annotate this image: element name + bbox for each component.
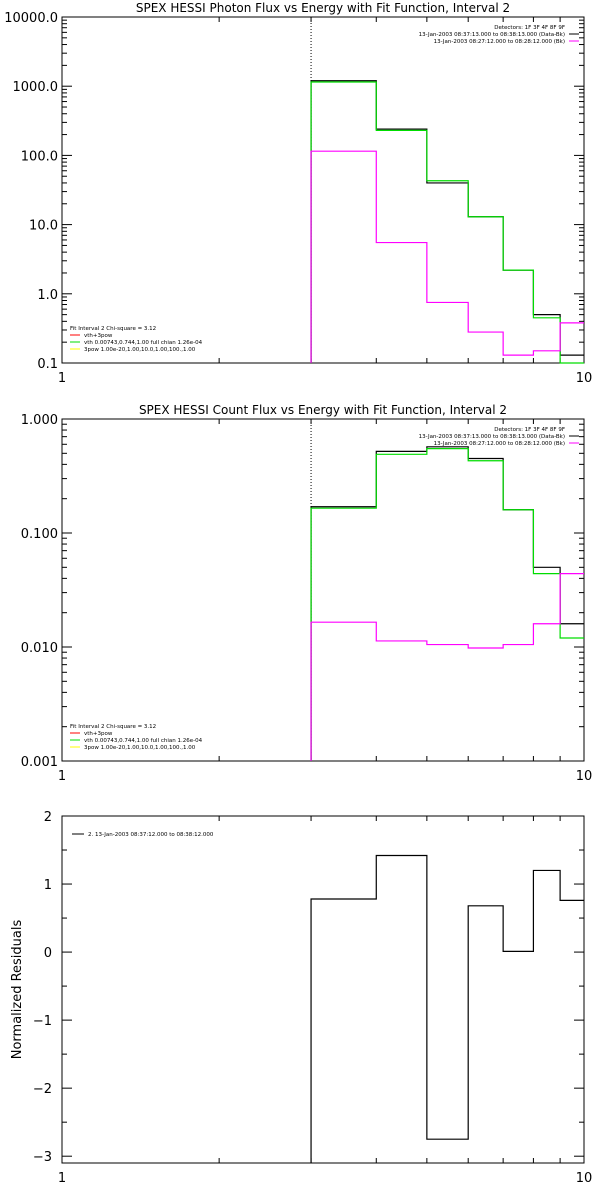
y-tick-label: −2 — [33, 1082, 52, 1097]
x-tick-label: 10 — [576, 769, 593, 784]
legend-label: Detectors: 1F 3F 4F 8F 9F — [494, 427, 565, 433]
legend-label: vth 0.00743,0.744,1.00 full chian 1.26e-… — [84, 738, 203, 744]
legend-label: vth+3pow — [84, 333, 113, 339]
series-step-line-0 — [310, 446, 584, 761]
legend-label: vth 0.00743,0.744,1.00 full chian 1.26e-… — [84, 340, 203, 346]
x-tick-label: 10 — [576, 1171, 593, 1186]
y-tick-label: −1 — [33, 1014, 52, 1029]
y-tick-label: 0.100 — [21, 527, 58, 542]
plot-frame — [61, 16, 585, 364]
y-tick-label: 10.0 — [29, 219, 58, 234]
series-step-line-2 — [310, 150, 584, 363]
legend-label: 13-Jan-2003 08:37:13.000 to 08:38:13.000… — [419, 32, 565, 38]
legend-label: vth+3pow — [84, 731, 113, 737]
plot-frame — [61, 815, 585, 1164]
x-tick-label: 1 — [58, 1171, 66, 1186]
legend-label: Fit Interval 2 Chi-square = 3.12 — [70, 724, 156, 730]
y-tick-label: 1.0 — [37, 288, 58, 303]
series-step-line-0 — [310, 80, 584, 363]
legend-label: 13-Jan-2003 08:27:12.000 to 08:28:12.000… — [434, 441, 565, 447]
y-tick-label: 100.0 — [21, 149, 58, 164]
y-tick-label: 0 — [44, 946, 52, 961]
legend-label: Detectors: 1F 3F 4F 8F 9F — [494, 25, 565, 31]
legend-label: 13-Jan-2003 08:37:13.000 to 08:38:13.000… — [419, 434, 565, 440]
series-step-line-0 — [310, 854, 584, 1163]
y-tick-label: 1000.0 — [13, 80, 59, 95]
legend-label: 2. 13-Jan-2003 08:37:12.000 to 08:38:12.… — [88, 832, 214, 838]
series-step-line-2 — [310, 573, 584, 761]
legend-label: 3pow 1.00e-20,1.00,10.0,1.00,100.,1.00 — [84, 745, 196, 751]
photon-flux-panel: SPEX HESSI Photon Flux vs Energy with Fi… — [4, 1, 592, 386]
x-tick-label: 1 — [58, 769, 66, 784]
y-tick-label: −3 — [33, 1150, 52, 1165]
series-step-line-1 — [310, 81, 584, 364]
residuals-panel: Normalized Residuals −3 −2 −1 0 1 2 1 10 2. 13-Ja… — [10, 810, 592, 1186]
y-tick-label: 0.001 — [21, 755, 58, 770]
y-tick-label: 0.1 — [37, 357, 58, 372]
y-tick-label: 1 — [44, 878, 52, 893]
legend-label: Fit Interval 2 Chi-square = 3.12 — [70, 326, 156, 332]
plot-frame — [61, 418, 585, 762]
y-tick-label: 2 — [44, 810, 52, 825]
chart-title: SPEX HESSI Photon Flux vs Energy with Fi… — [136, 1, 510, 15]
y-tick-label: 10000.0 — [4, 11, 58, 26]
legend-label: 13-Jan-2003 08:27:12.000 to 08:28:12.000… — [434, 39, 565, 45]
series-step-line-1 — [310, 447, 584, 761]
y-axis-label: Normalized Residuals — [10, 920, 25, 1060]
y-tick-label: 0.010 — [21, 641, 58, 656]
legend-label: 3pow 1.00e-20,1.00,10.0,1.00,100.,1.00 — [84, 347, 196, 353]
count-flux-panel: SPEX HESSI Count Flux vs Energy with Fit… — [21, 403, 592, 784]
x-tick-label: 1 — [58, 371, 66, 386]
x-tick-label: 10 — [576, 371, 593, 386]
y-tick-label: 1.000 — [21, 413, 58, 428]
chart-title: SPEX HESSI Count Flux vs Energy with Fit… — [139, 403, 507, 417]
